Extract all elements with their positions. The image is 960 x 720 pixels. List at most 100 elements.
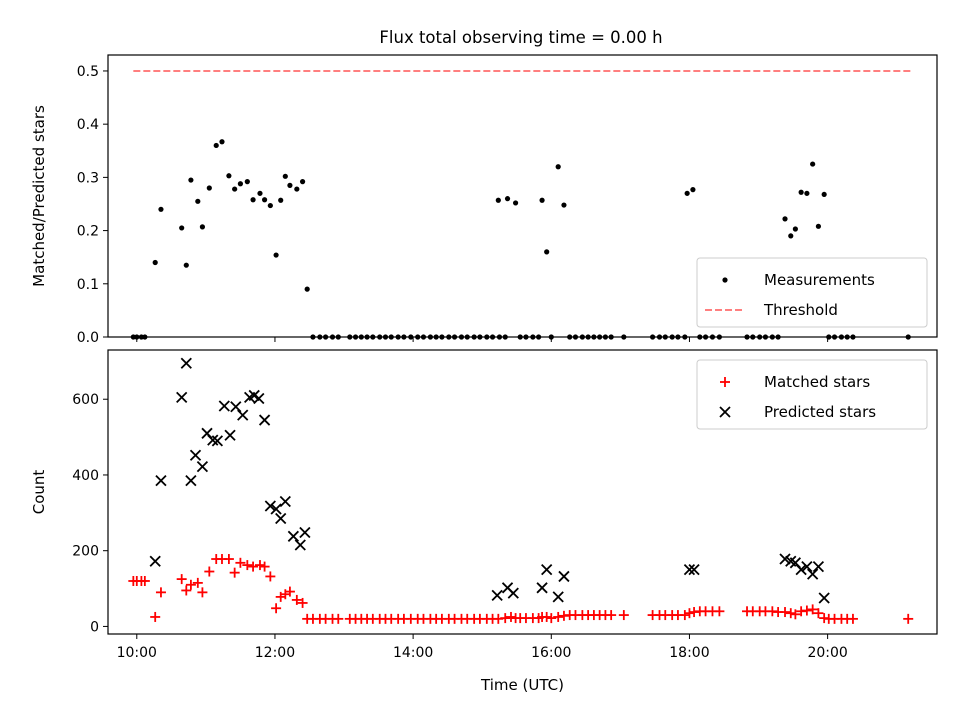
x-tick-label: 18:00 xyxy=(669,645,709,661)
data-point xyxy=(153,260,158,265)
data-point xyxy=(492,590,502,600)
x-tick-label: 16:00 xyxy=(531,645,571,661)
data-point xyxy=(822,192,827,197)
data-point xyxy=(186,476,196,486)
figure: Flux total observing time = 0.00 h 0.00.… xyxy=(0,0,960,720)
data-point xyxy=(274,252,279,257)
data-point xyxy=(506,612,516,622)
top-panel: 0.0 0.1 0.2 0.3 0.4 0.5 Matched/Predicted star… xyxy=(30,55,937,346)
legend-marker xyxy=(722,277,727,282)
data-point xyxy=(225,430,235,440)
data-point xyxy=(232,186,237,191)
data-point xyxy=(793,226,798,231)
data-point xyxy=(200,224,205,229)
data-point xyxy=(848,614,858,624)
data-point xyxy=(561,202,566,207)
data-point xyxy=(294,186,299,191)
x-tick-label: 14:00 xyxy=(393,645,433,661)
data-point xyxy=(684,608,694,618)
data-point xyxy=(197,462,207,472)
data-point xyxy=(193,578,203,588)
data-point xyxy=(224,554,234,564)
data-point xyxy=(287,183,292,188)
data-point xyxy=(219,139,224,144)
data-point xyxy=(782,216,787,221)
data-point xyxy=(559,571,569,581)
data-point xyxy=(333,614,343,624)
data-point xyxy=(150,556,160,566)
data-point xyxy=(537,583,547,593)
data-point xyxy=(714,606,724,616)
data-point xyxy=(300,528,310,538)
legend-label: Predicted stars xyxy=(764,403,876,421)
data-point xyxy=(788,233,793,238)
data-point xyxy=(505,196,510,201)
data-point xyxy=(539,198,544,203)
data-point xyxy=(513,200,518,205)
data-point xyxy=(204,567,214,577)
data-point xyxy=(786,608,796,618)
data-point xyxy=(283,174,288,179)
data-point xyxy=(546,613,556,623)
data-point xyxy=(542,565,552,575)
data-point xyxy=(230,568,240,578)
data-point xyxy=(496,198,501,203)
data-point xyxy=(265,571,275,581)
data-point xyxy=(500,613,510,623)
data-point xyxy=(219,401,229,411)
data-point xyxy=(195,199,200,204)
data-point xyxy=(248,562,258,572)
series-matched-stars xyxy=(128,554,913,624)
data-point xyxy=(260,415,270,425)
y-tick-label: 0 xyxy=(90,619,99,635)
data-point xyxy=(158,207,163,212)
data-point xyxy=(177,574,187,584)
legend-label: Measurements xyxy=(764,271,875,289)
legend: Matched stars Predicted stars xyxy=(697,360,927,429)
data-point xyxy=(780,607,790,617)
data-point xyxy=(903,614,913,624)
x-tick-label: 20:00 xyxy=(807,645,847,661)
y-tick-label: 0.0 xyxy=(77,330,99,346)
data-point xyxy=(802,606,812,616)
data-point xyxy=(810,161,815,166)
data-point xyxy=(184,263,189,268)
data-point xyxy=(295,540,305,550)
data-point xyxy=(255,560,265,570)
data-point xyxy=(816,224,821,229)
x-tick-label: 10:00 xyxy=(117,645,157,661)
data-point xyxy=(150,612,160,622)
figure-title: Flux total observing time = 0.00 h xyxy=(379,28,662,47)
data-point xyxy=(553,612,563,622)
y-tick-label: 200 xyxy=(72,544,99,560)
data-point xyxy=(799,190,804,195)
data-point xyxy=(238,181,243,186)
data-point xyxy=(544,249,549,254)
data-point xyxy=(177,392,187,402)
data-point xyxy=(181,585,191,595)
data-point xyxy=(235,558,245,568)
data-point xyxy=(238,410,248,420)
data-point xyxy=(808,569,818,579)
data-point xyxy=(819,593,829,603)
y-tick-label: 600 xyxy=(72,392,99,408)
data-point xyxy=(156,587,166,597)
data-point xyxy=(181,358,191,368)
x-axis-label: Time (UTC) xyxy=(480,676,564,694)
data-point xyxy=(288,531,298,541)
data-point xyxy=(262,197,267,202)
data-point xyxy=(207,185,212,190)
y-tick-label: 0.4 xyxy=(77,117,99,133)
data-point xyxy=(186,580,196,590)
data-point xyxy=(542,612,552,622)
data-point xyxy=(280,496,290,506)
data-point xyxy=(268,203,273,208)
data-point xyxy=(278,198,283,203)
data-point xyxy=(242,560,252,570)
data-point xyxy=(804,191,809,196)
legend-label: Threshold xyxy=(763,301,838,319)
data-point xyxy=(813,562,823,572)
data-point xyxy=(188,177,193,182)
data-point xyxy=(214,143,219,148)
data-point xyxy=(156,476,166,486)
